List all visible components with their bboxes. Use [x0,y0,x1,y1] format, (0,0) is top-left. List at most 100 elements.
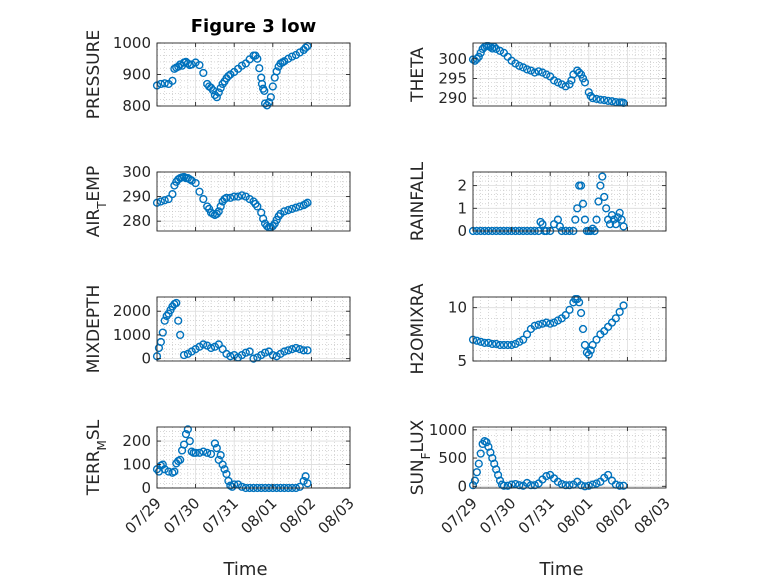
y-tick-label: 280 [122,212,151,230]
x-tick-label: 07/29 [122,494,165,537]
data-point [482,438,491,447]
data-point [607,97,617,106]
axes-box [156,171,351,232]
data-point [237,482,247,491]
y-tick-label: 0 [457,477,467,495]
x-tick-label: 08/01 [553,494,596,537]
data-point [301,472,310,481]
data-point [160,196,169,205]
data-point [495,476,505,485]
data-point [187,60,196,69]
data-point [230,192,239,201]
data-point [592,215,601,224]
data-point [546,319,555,328]
x-tick-label: 07/31 [199,494,242,537]
axes-box [472,296,667,362]
data-point [249,354,258,363]
x-tick-label: 07/31 [515,494,558,537]
data-point [575,68,584,77]
data-point [260,86,269,95]
data-point [565,80,574,89]
x-tick-label: 07/30 [476,494,519,537]
data-point [584,481,593,490]
data-point [615,307,624,317]
data-point [295,345,304,354]
data-point [474,52,483,61]
data-point [515,61,524,70]
data-point [226,193,235,202]
x-tick-label: 08/03 [631,494,674,537]
data-point [176,455,185,464]
panel-terr-msl: 0 100 200 TERRMSL 07/2907/3007/3108/0108/020… [84,419,358,580]
y-tick-label: 2 [457,177,467,195]
data-point [598,172,607,181]
data-point [162,311,171,321]
data-point [195,187,204,196]
plot-area [473,172,666,231]
data-point [233,192,243,201]
data-point [268,82,277,91]
data-point [253,202,262,211]
y-axis-label: TERRMSL [84,419,109,496]
data-point [156,197,165,206]
data-point [603,470,613,480]
data-point [588,224,597,233]
data-point [172,298,181,308]
y-axis-label: RAINFALL [408,161,428,241]
data-point [580,78,590,87]
data-point [596,181,605,190]
data-point [284,206,293,215]
plot-area [473,427,666,488]
data-point [594,197,603,206]
panel-air-temp: 280 290 300 AIRTEMP [84,163,351,237]
data-point [488,339,497,349]
data-point [549,76,559,85]
data-point [199,68,208,78]
data-point [542,70,551,79]
data-point [191,448,200,457]
y-tick-label: 10 [448,299,467,317]
data-point [499,340,508,350]
data-point [592,479,601,488]
data-point [519,63,528,72]
data-point [476,48,485,57]
data-point [565,481,574,490]
panel-h2omixra: 5 10 H2OMIXRA [408,283,667,375]
data-point [576,70,586,79]
data-point [584,88,593,97]
data-point [156,337,165,347]
data-point [586,346,595,355]
y-tick-label: 1000 [429,421,467,439]
data-point [291,343,301,353]
data-point [578,74,588,83]
y-tick-label: 2000 [113,302,151,320]
data-point [534,67,543,76]
data-point [224,71,233,81]
data-point [557,80,566,89]
data-point [538,68,547,77]
data-point [600,95,609,105]
data-point [588,94,597,103]
data-point [538,319,547,328]
data-point [303,479,312,488]
data-point [241,348,250,357]
data-point [480,338,489,347]
data-point [212,93,221,102]
y-tick-label: 5 [457,352,467,370]
data-point [530,321,539,330]
y-tick-label: 500 [438,449,467,467]
y-tick-label: 200 [122,432,151,450]
data-point [580,340,590,350]
axes-box [472,426,667,489]
y-tick-label: 290 [122,188,151,206]
y-axis-label: SUNFLUX [408,419,433,495]
y-tick-label: 300 [438,50,467,68]
data-point [195,60,204,70]
data-point [191,178,200,188]
data-point [183,59,192,68]
y-tick-label: 0 [457,222,467,240]
data-point [530,68,539,77]
data-point [515,481,524,490]
data-point [557,479,566,489]
